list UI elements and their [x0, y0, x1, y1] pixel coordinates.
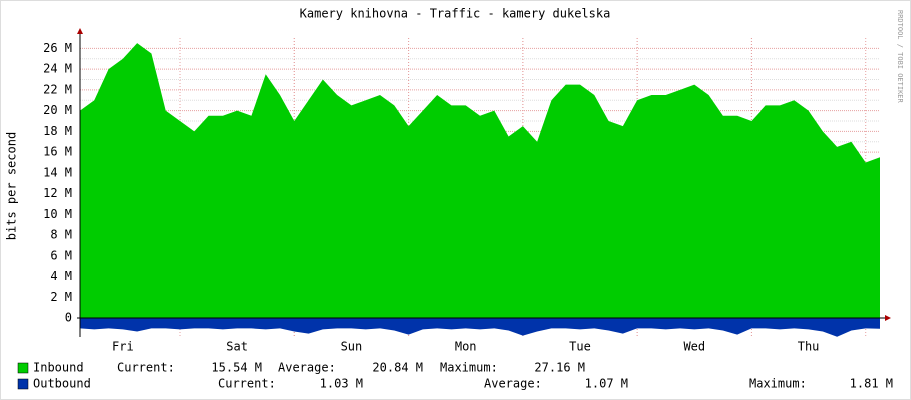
legend-label: Inbound	[33, 361, 84, 375]
x-arrow	[885, 315, 891, 322]
y-tick-label: 4 M	[50, 269, 72, 283]
area	[80, 43, 880, 319]
y-tick-label: 12 M	[43, 186, 72, 200]
y-arrow	[77, 28, 83, 34]
stat-value: 27.16 M	[534, 361, 585, 375]
x-tick-label: Mon	[455, 340, 477, 354]
legend-swatch	[17, 362, 29, 374]
y-tick-label: 14 M	[43, 165, 72, 179]
area	[80, 318, 880, 337]
y-tick-label: 24 M	[43, 62, 72, 76]
y-axis-label: bits per second	[5, 132, 19, 240]
y-tick-label: 20 M	[43, 103, 72, 117]
chart-title: Kamery knihovna - Traffic - kamery dukel…	[300, 7, 611, 21]
legend-swatch	[17, 378, 29, 390]
stat-value: 1.03 M	[320, 377, 363, 391]
y-tick-label: 8 M	[50, 228, 72, 242]
plot	[80, 38, 880, 337]
x-tick-label: Wed	[683, 340, 705, 354]
stat-label: Average:	[484, 377, 542, 391]
x-tick-label: Sun	[341, 340, 363, 354]
x-tick-label: Sat	[226, 340, 248, 354]
stat-value: 1.07 M	[585, 377, 628, 391]
stat-label: Current:	[117, 361, 175, 375]
y-tick-label: 26 M	[43, 41, 72, 55]
stat-label: Current:	[218, 377, 276, 391]
y-tick-label: 6 M	[50, 248, 72, 262]
x-tick-label: Tue	[569, 340, 591, 354]
stat-value: 15.54 M	[211, 361, 262, 375]
x-tick-label: Fri	[112, 340, 134, 354]
stat-label: Maximum:	[749, 377, 807, 391]
y-tick-label: 18 M	[43, 124, 72, 138]
stat-label: Maximum:	[440, 361, 498, 375]
stat-value: 1.81 M	[850, 377, 893, 391]
side-note: RRDTOOL / TOBI OETIKER	[896, 10, 904, 104]
stat-label: Average:	[278, 361, 336, 375]
y-tick-label: 2 M	[50, 290, 72, 304]
x-tick-label: Thu	[798, 340, 820, 354]
y-tick-label: 0	[65, 311, 72, 325]
stat-value: 20.84 M	[372, 361, 423, 375]
y-tick-label: 16 M	[43, 145, 72, 159]
y-tick-label: 22 M	[43, 82, 72, 96]
y-tick-label: 10 M	[43, 207, 72, 221]
legend-label: Outbound	[33, 377, 91, 391]
